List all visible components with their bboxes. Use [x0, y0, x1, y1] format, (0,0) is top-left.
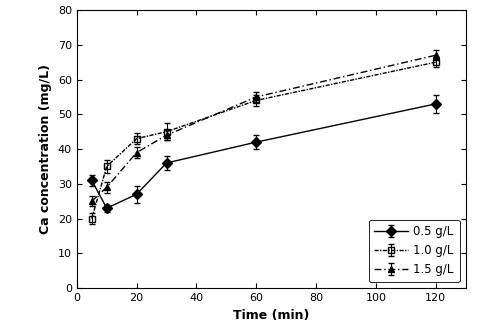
X-axis label: Time (min): Time (min): [233, 309, 310, 322]
Y-axis label: Ca concentration (mg/L): Ca concentration (mg/L): [39, 64, 52, 234]
Legend: 0.5 g/L, 1.0 g/L, 1.5 g/L: 0.5 g/L, 1.0 g/L, 1.5 g/L: [369, 219, 460, 282]
